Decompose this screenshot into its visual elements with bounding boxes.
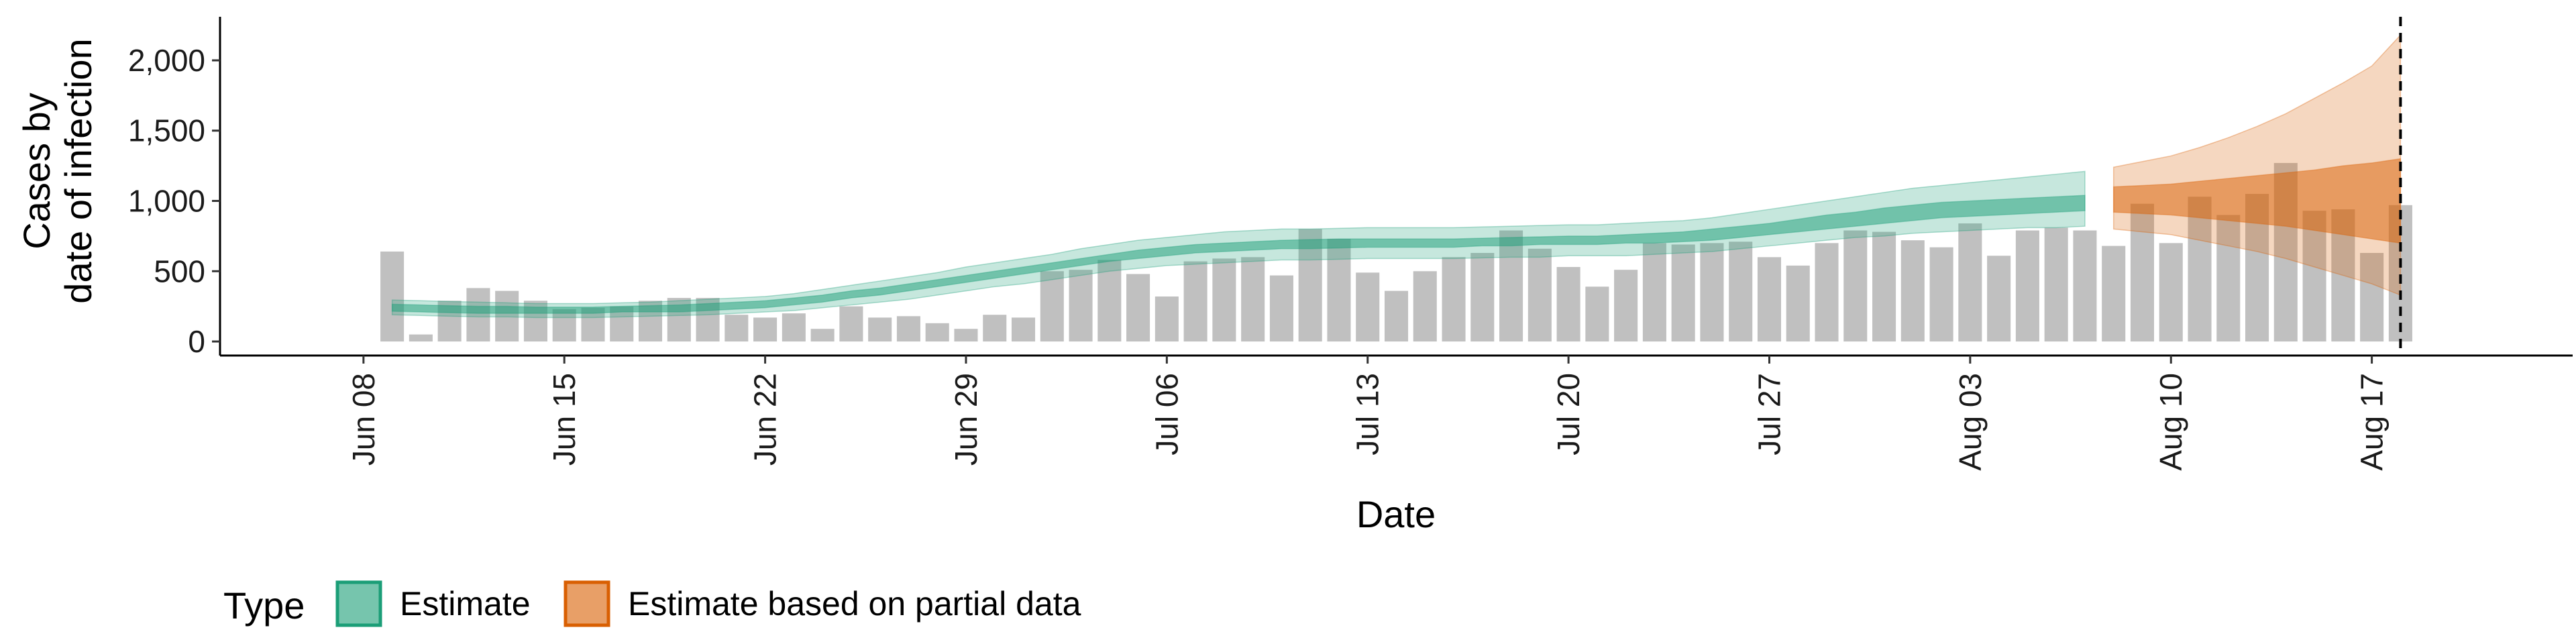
estimate-inner-band: [391, 195, 2086, 314]
case-bar: [1126, 274, 1150, 342]
case-bar: [2130, 203, 2155, 342]
case-bar: [954, 329, 978, 342]
case-bar: [1729, 241, 1753, 342]
case-bar: [1241, 257, 1265, 342]
y-tick-label: 0: [188, 324, 205, 359]
case-bar: [1987, 256, 2011, 342]
case-bar: [925, 323, 949, 342]
case-bar: [1900, 240, 1925, 342]
case-bar: [810, 329, 835, 342]
case-bar: [1843, 230, 1868, 342]
y-tick-label: 2,000: [128, 43, 205, 78]
estimate-ribbons: [391, 34, 2402, 319]
case-bar: [1786, 265, 1810, 342]
case-bar: [782, 313, 806, 342]
case-bar: [1040, 271, 1064, 342]
case-bar: [1183, 261, 1208, 342]
y-axis-title-line-2: date of infection: [57, 38, 99, 303]
x-tick-label: Jul 06: [1149, 373, 1184, 455]
case-bar: [983, 315, 1007, 342]
case-bar: [1499, 230, 1523, 342]
case-bar: [2188, 197, 2212, 342]
x-tick-label: Jul 13: [1350, 373, 1385, 455]
x-tick-label: Aug 17: [2355, 373, 2390, 471]
case-bar: [2302, 211, 2326, 342]
case-bar: [1356, 272, 1380, 342]
case-bar: [1097, 260, 1122, 342]
case-bar: [1327, 239, 1351, 342]
case-bar: [581, 307, 605, 342]
case-bar: [1614, 270, 1638, 342]
legend-key-estimate: [335, 580, 382, 627]
case-bar: [896, 316, 920, 342]
case-bar: [839, 306, 863, 342]
x-tick-label: Aug 03: [1953, 373, 1988, 471]
case-bar: [2360, 253, 2384, 342]
x-tick-label: Jun 29: [949, 373, 983, 466]
case-bar: [1269, 275, 1293, 342]
legend-label-estimate: Estimate: [400, 585, 531, 623]
case-bar: [1384, 290, 1409, 342]
axes: 0 500 1,000 1,500 2,000 Jun 08 Jun 15 Jun 22 Jun…: [128, 17, 2573, 471]
case-bar: [868, 317, 892, 342]
legend-label-partial-estimate: Estimate based on partial data: [628, 585, 1081, 623]
case-bar: [2015, 230, 2039, 342]
x-tick-label: Jun 22: [748, 373, 783, 466]
case-bar: [1413, 271, 1437, 342]
case-bar: [2102, 246, 2126, 342]
case-bar: [1642, 243, 1666, 342]
case-bar: [1757, 257, 1782, 342]
case-bar: [2216, 215, 2241, 342]
legend-title: Type: [223, 584, 305, 627]
x-tick-label: Jun 15: [547, 373, 582, 466]
case-bar: [1671, 244, 1695, 342]
case-bar: [1585, 286, 1609, 342]
case-bar: [1212, 258, 1236, 342]
y-axis-title-line-1: Cases by: [15, 93, 58, 249]
case-bar: [724, 315, 749, 342]
case-bar: [1527, 248, 1552, 342]
case-bar: [1958, 223, 1982, 342]
case-bars: [380, 162, 2412, 342]
case-bar: [1155, 296, 1179, 342]
case-bar: [1556, 266, 1580, 342]
y-tick-label: 1,500: [128, 113, 205, 148]
case-bar: [1700, 243, 1724, 342]
x-tick-label: Jun 08: [346, 373, 381, 466]
case-bar: [1872, 231, 1896, 342]
case-bar: [1470, 253, 1495, 342]
y-tick-label: 1,000: [128, 184, 205, 219]
legend: Type Estimate Estimate based on partial …: [223, 580, 1081, 627]
x-tick-label: Aug 10: [2153, 373, 2188, 471]
case-bar: [1442, 257, 1466, 342]
legend-key-partial-estimate: [564, 580, 610, 627]
case-bar: [409, 334, 433, 342]
case-bar: [753, 317, 777, 342]
y-tick-label: 500: [154, 254, 205, 288]
case-bar: [1929, 247, 1953, 342]
case-bar: [2159, 243, 2183, 342]
x-tick-label: Jul 20: [1551, 373, 1586, 455]
case-bar: [1011, 317, 1036, 342]
case-bar: [2073, 230, 2097, 342]
x-axis-title: Date: [1356, 493, 1436, 535]
case-bar: [552, 309, 576, 342]
case-bar: [495, 290, 519, 342]
case-bar: [380, 251, 405, 342]
case-bar: [1815, 243, 1839, 342]
case-bar: [466, 288, 490, 342]
x-tick-label: Jul 27: [1752, 373, 1786, 455]
case-bar: [1069, 270, 1093, 342]
case-bar: [2044, 227, 2068, 342]
